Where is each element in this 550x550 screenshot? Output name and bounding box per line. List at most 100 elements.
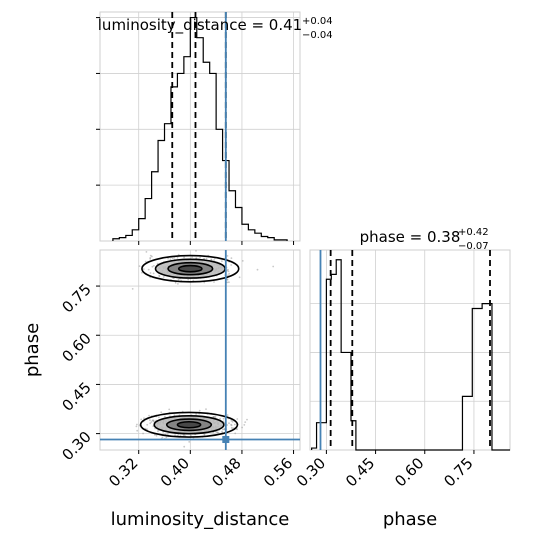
- panel-frame: [309, 249, 511, 451]
- sample-point: [148, 414, 150, 417]
- sample-point: [231, 420, 234, 423]
- sample-point: [236, 418, 239, 420]
- sample-point: [227, 268, 229, 271]
- sample-point: [135, 425, 138, 428]
- sample-point: [230, 264, 233, 266]
- sample-point: [144, 260, 147, 263]
- sample-point: [233, 423, 236, 426]
- sample-point: [195, 250, 197, 252]
- title-main: phase = 0.38: [360, 228, 461, 246]
- sample-point: [210, 258, 213, 261]
- y-tick-label: 0.75: [58, 280, 94, 316]
- sample-point: [228, 281, 230, 284]
- sample-point: [183, 445, 186, 448]
- sample-point: [230, 257, 233, 259]
- sample-point: [217, 431, 220, 434]
- density-region: [178, 265, 202, 272]
- sample-point: [188, 441, 191, 443]
- sample-point: [183, 256, 186, 259]
- x-tick-label: 0.45: [342, 454, 378, 490]
- sample-point: [244, 421, 247, 423]
- sample-point: [213, 259, 216, 261]
- x-ticks: [138, 241, 295, 245]
- title-plus: +0.04: [302, 16, 333, 27]
- x-ticks: 0.30 0.45 0.60 0.75: [293, 450, 477, 490]
- sample-point: [187, 278, 190, 281]
- sample-point: [165, 436, 168, 439]
- sample-point: [136, 423, 138, 426]
- sample-point: [219, 417, 222, 420]
- sample-point: [150, 421, 153, 423]
- panel-joint: 0.32 0.40 0.48 0.56 0.30 0.45 0.60 0.75 lumino…: [22, 249, 301, 530]
- sample-point: [176, 256, 179, 259]
- sample-point: [234, 432, 237, 435]
- sample-point: [272, 265, 275, 268]
- sample-point: [203, 257, 206, 260]
- x-tick-label: 0.48: [208, 454, 244, 490]
- title-plus: +0.42: [458, 227, 489, 238]
- contour-line: [167, 261, 214, 276]
- x-tick-label: 0.75: [440, 454, 476, 490]
- sample-point: [149, 419, 151, 421]
- sample-point: [160, 411, 163, 414]
- y-ticks: [96, 17, 100, 186]
- sample-point: [171, 257, 174, 260]
- sample-point: [151, 265, 154, 268]
- contour-line: [176, 420, 202, 429]
- sample-point: [162, 276, 165, 278]
- sample-point: [177, 253, 180, 256]
- sample-point: [226, 281, 229, 284]
- histogram-phase: [311, 259, 510, 451]
- x-tick-label: 0.60: [391, 454, 427, 490]
- sample-point: [131, 288, 134, 290]
- sample-point: [142, 432, 145, 435]
- sample-point: [161, 436, 164, 439]
- sample-point: [177, 283, 179, 285]
- panel-hist-phase: 0.30 0.45 0.60 0.75 phase = 0.38 +0.42 −0.0…: [293, 227, 511, 530]
- sample-point: [155, 434, 158, 437]
- y-tick-label: 0.45: [58, 379, 94, 415]
- sample-point: [243, 424, 246, 426]
- y-axis-label: phase: [22, 323, 43, 377]
- sample-point: [179, 434, 182, 437]
- sample-point: [236, 428, 239, 431]
- sample-point: [213, 281, 215, 283]
- sample-point: [199, 256, 202, 259]
- sample-point: [238, 276, 241, 279]
- sample-point: [195, 413, 198, 415]
- sample-point: [168, 408, 171, 411]
- sample-point: [222, 417, 225, 420]
- sample-point: [231, 427, 234, 430]
- panel-frame: [99, 11, 301, 242]
- sample-point: [214, 415, 217, 418]
- sample-point: [146, 428, 148, 431]
- contour-line: [139, 411, 239, 438]
- sample-point: [152, 420, 155, 423]
- truth-marker: [222, 436, 230, 444]
- sample-point: [227, 270, 230, 273]
- sample-point: [203, 433, 206, 436]
- sample-point: [149, 422, 152, 425]
- histogram-luminosity-distance: [112, 16, 288, 241]
- contour-line: [153, 415, 225, 435]
- sample-point: [136, 429, 139, 432]
- contour-line: [141, 254, 240, 283]
- x-tick-label: 0.40: [157, 454, 193, 490]
- sample-point: [212, 416, 215, 418]
- sample-point: [167, 433, 169, 435]
- sample-point: [158, 416, 160, 419]
- sample-point: [226, 255, 229, 257]
- sample-point: [174, 434, 177, 437]
- truth-crosshair: [100, 250, 300, 450]
- sample-point: [191, 256, 194, 258]
- y-tick-label: 0.30: [58, 428, 94, 464]
- y-ticks: 0.30 0.45 0.60 0.75: [58, 280, 100, 464]
- sample-point: [145, 251, 148, 253]
- sample-point: [141, 271, 143, 274]
- density-region: [177, 421, 201, 428]
- title-minus: −0.04: [302, 30, 333, 41]
- sample-point: [246, 418, 248, 421]
- y-tick-label: 0.60: [58, 329, 94, 365]
- density-fill: [154, 259, 226, 434]
